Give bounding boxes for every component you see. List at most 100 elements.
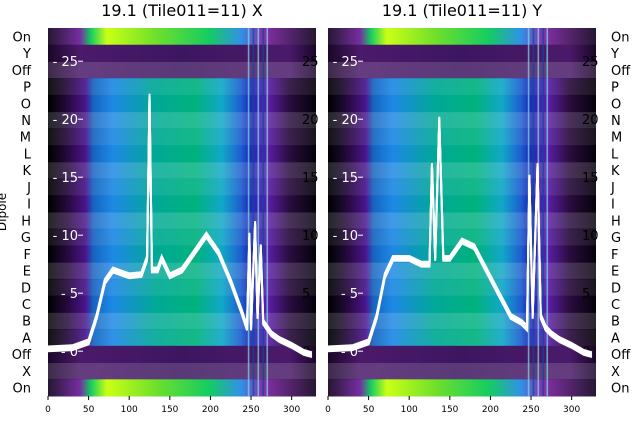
row-label-right: Off [611,64,631,79]
heatmap-row [48,78,316,96]
chart-title: 19.1 (Tile011=11) Y [382,1,543,20]
row-label-left: Off [12,64,32,79]
heatmap-row [48,278,316,297]
row-label-left: F [24,248,31,263]
row-label-right: E [611,265,619,280]
x-tick-label: 200 [202,405,219,415]
heatmap-row [328,362,596,380]
heatmap-row [328,44,596,62]
heatmap-stripe [532,28,535,396]
heatmap-stripe [546,28,549,396]
row-label-left: M [20,131,31,146]
heatmap-row [48,44,316,62]
overlay-tick-label-clipped: 15 [302,171,319,186]
overlay-tick-label: - 10 [53,229,78,244]
overlay-tick-label-clipped: 20 [582,113,599,128]
heatmap-row [48,228,316,246]
overlay-tick-label: - 25 [53,55,78,70]
row-label-right: D [611,281,621,296]
row-label-right: N [611,114,621,129]
heatmap-row [48,362,316,380]
row-label-right: X [611,365,620,380]
overlay-tick-label-clipped: 15 [582,171,599,186]
row-label-left: On [13,30,31,45]
x-tick-label: 250 [242,405,259,415]
heatmap-row [328,111,596,129]
overlay-tick-label: - 10 [333,229,358,244]
heatmap-row [328,78,596,96]
row-label-right: Off [611,348,631,363]
overlay-tick-label-clipped: 25 [582,55,599,70]
heatmap-row [328,295,596,313]
x-tick-label: 200 [482,405,499,415]
x-tick-label: 150 [441,405,458,415]
overlay-tick-label-clipped: 20 [302,113,319,128]
row-label-right: On [611,382,629,397]
overlay-line [47,98,313,359]
overlay-tick-label-clipped: 10 [302,229,319,244]
y-axis-label: Dipole [0,193,9,231]
heatmap-row [328,61,596,79]
row-label-right: F [611,248,618,263]
overlay-tick-label: - 5 [61,287,78,302]
heatmap-row [48,94,316,113]
x-tick-label: 150 [161,405,178,415]
chart-title: 19.1 (Tile011=11) X [101,1,263,20]
heatmap-row [48,111,316,129]
row-label-left: A [22,331,31,346]
heatmap-stripe [542,28,544,396]
row-label-left: L [24,147,32,162]
row-label-right: J [610,181,615,196]
row-label-right: L [611,147,619,162]
row-label-right: M [611,131,622,146]
row-label-right: A [611,331,620,346]
row-label-left: P [23,81,31,96]
x-tick-label: 50 [363,405,375,415]
overlay-tick-label-clipped: 5 [582,287,590,302]
row-label-right: I [611,198,615,213]
heatmap-row [48,161,316,180]
row-label-left: H [21,214,31,229]
heatmap-row [328,161,596,180]
overlay-tick-label: - 20 [53,113,78,128]
heatmap [48,28,316,397]
row-label-left: Y [22,47,31,62]
heatmap-row [48,345,316,364]
heatmap-stripe [262,28,264,396]
row-label-right: K [611,164,620,179]
heatmap-row [48,178,316,196]
row-label-right: On [611,30,629,45]
heatmap-row [328,28,596,46]
overlay-tick-label-clipped: 25 [302,55,319,70]
heatmap-stripe [247,28,250,396]
overlay-tick-label: - 20 [333,113,358,128]
x-tick-label: 250 [522,405,539,415]
heatmap-row [48,379,316,397]
heatmap-row [328,94,596,113]
x-tick-label: 300 [563,405,580,415]
row-label-right: P [611,81,619,96]
heatmap-row [328,212,596,230]
heatmap-row [328,278,596,297]
heatmap-row [328,245,596,263]
heatmap-row [328,262,596,280]
row-label-left: On [13,382,31,397]
heatmap-row [328,128,596,146]
x-tick-label: 50 [83,405,95,415]
heatmap-row [48,295,316,313]
row-label-right: O [611,97,621,112]
heatmap-row [328,178,596,196]
heatmap-row [48,312,316,330]
heatmap-row [48,61,316,79]
row-label-left: I [27,198,31,213]
x-tick-label: 0 [45,405,51,415]
heatmap-stripe [252,28,255,396]
row-label-left: G [21,231,31,246]
x-tick-label: 100 [121,405,138,415]
row-label-left: J [26,181,31,196]
heatmap-row [328,145,596,163]
overlay-tick-label: - 25 [333,55,358,70]
